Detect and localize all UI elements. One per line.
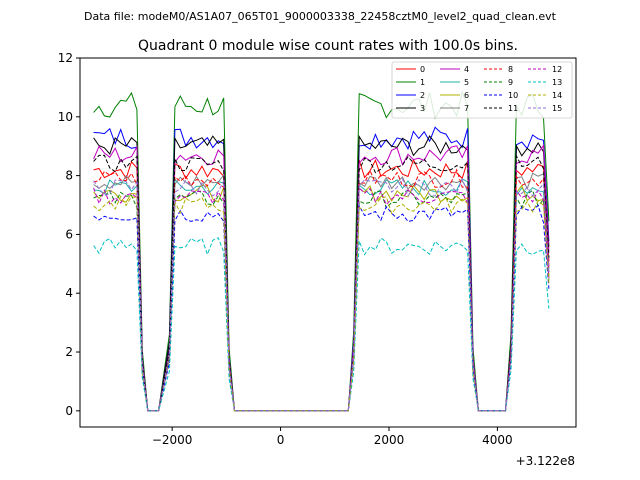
legend-label-0: 0 xyxy=(420,65,425,74)
x-axis: −2000 0 2000 4000 xyxy=(152,427,513,447)
plot-area xyxy=(79,57,577,428)
legend-label-7: 7 xyxy=(464,104,469,113)
y-tick-label: 10 xyxy=(58,110,73,124)
legend-label-3: 3 xyxy=(420,104,425,113)
legend-label-10: 10 xyxy=(508,91,518,100)
legend-label-8: 8 xyxy=(508,65,513,74)
legend-box xyxy=(391,61,573,119)
y-tick-label: 8 xyxy=(65,169,73,183)
legend-label-14: 14 xyxy=(552,91,562,100)
x-tick-label: −2000 xyxy=(152,433,193,447)
x-tick-label: 2000 xyxy=(374,433,405,447)
chart-title: Quadrant 0 module wise count rates with … xyxy=(138,38,518,54)
y-tick-label: 4 xyxy=(65,286,73,300)
legend-label-2: 2 xyxy=(420,91,425,100)
legend-label-4: 4 xyxy=(464,65,469,74)
legend-label-12: 12 xyxy=(552,65,562,74)
legend-label-13: 13 xyxy=(552,78,562,87)
legend-label-11: 11 xyxy=(508,104,518,113)
legend-label-6: 6 xyxy=(464,91,469,100)
x-tick-label: 4000 xyxy=(482,433,513,447)
axes-frame xyxy=(79,57,577,428)
series-line-14 xyxy=(93,195,550,412)
y-tick-label: 12 xyxy=(58,51,73,65)
y-tick-label: 0 xyxy=(65,404,73,418)
legend-label-9: 9 xyxy=(508,78,513,87)
legend-label-15: 15 xyxy=(552,104,562,113)
y-tick-label: 2 xyxy=(65,345,73,359)
x-tick-label: 0 xyxy=(277,433,285,447)
axes-background xyxy=(80,58,576,427)
y-axis: 0 2 4 6 8 10 12 xyxy=(58,51,80,418)
x-offset-text: +3.122e8 xyxy=(516,454,575,468)
suptitle: Data file: modeM0/AS1A07_065T01_90000033… xyxy=(84,10,557,23)
legend-label-5: 5 xyxy=(464,78,469,87)
series-line-15 xyxy=(93,177,550,412)
series-layer xyxy=(93,90,550,412)
legend-label-1: 1 xyxy=(420,78,425,87)
y-tick-label: 6 xyxy=(65,227,73,241)
